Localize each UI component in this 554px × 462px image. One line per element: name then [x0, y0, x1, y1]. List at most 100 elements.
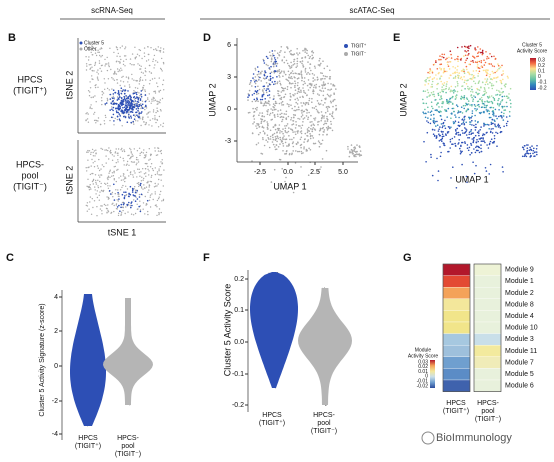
- legend-title: Cluster 5: [522, 42, 542, 48]
- cell-point: [113, 103, 116, 105]
- cell-point: [443, 68, 445, 70]
- cell-point: [134, 91, 136, 93]
- cell-point: [86, 170, 88, 172]
- cell-point: [446, 63, 449, 66]
- cell-point: [465, 110, 468, 112]
- cell-point: [469, 121, 472, 123]
- cell-point: [452, 110, 455, 113]
- cell-point: [159, 165, 161, 168]
- cell-point: [132, 121, 134, 124]
- cell-point: [296, 92, 299, 95]
- cell-point: [294, 133, 297, 136]
- cell-point: [318, 111, 320, 114]
- cell-point: [485, 109, 488, 111]
- cell-point: [86, 210, 89, 212]
- cell-point: [269, 129, 272, 132]
- cell-point: [288, 51, 291, 53]
- cell-point: [470, 90, 472, 93]
- cell-point: [131, 78, 133, 80]
- cell-point: [125, 164, 128, 166]
- cell-point: [305, 102, 308, 104]
- cell-point: [160, 68, 163, 71]
- cell-point: [148, 148, 150, 150]
- cell-point: [278, 74, 280, 77]
- cell-point: [470, 152, 473, 154]
- cell-point: [449, 141, 452, 143]
- cell-point: [105, 162, 107, 164]
- cell-point: [249, 81, 252, 84]
- cell-point: [152, 198, 154, 201]
- cell-point: [134, 191, 137, 194]
- cell-point: [497, 99, 499, 102]
- cell-point: [439, 67, 441, 69]
- cell-point: [161, 70, 163, 72]
- cell-point: [140, 112, 142, 114]
- cell-point: [474, 61, 477, 63]
- cell-point: [137, 98, 140, 100]
- cell-point: [355, 151, 357, 153]
- cell-point: [275, 65, 278, 67]
- cell-point: [273, 72, 276, 74]
- cell-point: [158, 168, 160, 170]
- cell-point: [457, 143, 459, 145]
- cell-point: [100, 147, 102, 150]
- cell-point: [92, 78, 94, 81]
- cell-point: [466, 144, 469, 146]
- cell-point: [158, 213, 160, 216]
- cell-point: [314, 119, 316, 121]
- cell-point: [154, 92, 157, 94]
- cell-point: [501, 64, 503, 67]
- cell-point: [444, 119, 446, 122]
- cell-point: [326, 134, 328, 136]
- cell-point: [121, 109, 124, 112]
- cell-point: [502, 171, 504, 173]
- cell-point: [152, 98, 154, 100]
- cell-point: [475, 123, 477, 126]
- cell-point: [429, 118, 432, 120]
- cell-point: [139, 205, 142, 207]
- cell-point: [295, 66, 298, 69]
- cell-point: [128, 201, 130, 204]
- cell-point: [147, 168, 149, 170]
- cell-point: [140, 151, 143, 154]
- cell-point: [440, 118, 443, 121]
- cell-point: [488, 76, 491, 78]
- cell-point: [478, 134, 480, 137]
- cell-point: [122, 63, 125, 66]
- cell-point: [279, 113, 282, 116]
- cell-point: [128, 164, 130, 166]
- cell-point: [113, 120, 115, 122]
- cell-point: [133, 199, 135, 201]
- cell-point: [154, 117, 156, 119]
- cell-point: [122, 184, 124, 187]
- cell-point: [494, 108, 497, 111]
- cell-point: [526, 152, 529, 155]
- cell-point: [286, 123, 289, 125]
- cell-point: [141, 57, 143, 60]
- cell-point: [457, 112, 459, 114]
- cell-point: [281, 140, 284, 143]
- cell-point: [95, 183, 98, 185]
- cell-point: [356, 144, 358, 146]
- cell-point: [439, 114, 442, 117]
- cell-point: [445, 110, 448, 112]
- cell-point: [130, 105, 132, 107]
- cell-point: [480, 147, 482, 150]
- cell-point: [460, 70, 463, 72]
- cell-point: [116, 208, 119, 210]
- cell-point: [436, 120, 438, 123]
- cell-point: [271, 55, 274, 57]
- cell-point: [148, 83, 151, 85]
- cell-point: [503, 125, 505, 128]
- cell-point: [491, 84, 493, 87]
- cell-point: [147, 213, 149, 216]
- cell-point: [268, 94, 271, 96]
- cell-point: [157, 46, 159, 48]
- cell-point: [473, 104, 476, 106]
- cell-point: [151, 125, 153, 127]
- cell-point: [95, 152, 97, 154]
- cell-point: [354, 146, 356, 148]
- cell-point: [93, 70, 95, 72]
- cell-point: [326, 129, 329, 131]
- cell-point: [474, 48, 476, 51]
